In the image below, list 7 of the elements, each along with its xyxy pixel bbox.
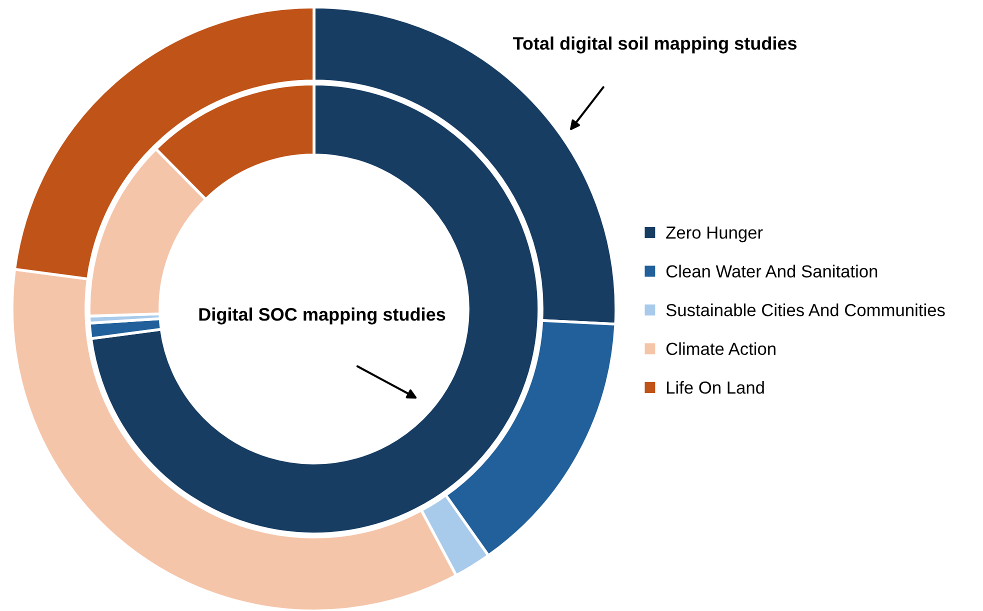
slice-label: Digital SOC mapping studies: [199, 308, 446, 324]
legend-label: Sustainable Cities And Communities: [666, 304, 945, 316]
legend-label: Clean Water And Sanitation: [666, 264, 878, 278]
legend-label: Climate Action: [666, 342, 776, 356]
legend-label: Zero Hunger: [666, 226, 763, 242]
legend-label: Life On Land: [667, 381, 764, 394]
slice-label: Total digital soil mapping studies: [512, 36, 797, 54]
